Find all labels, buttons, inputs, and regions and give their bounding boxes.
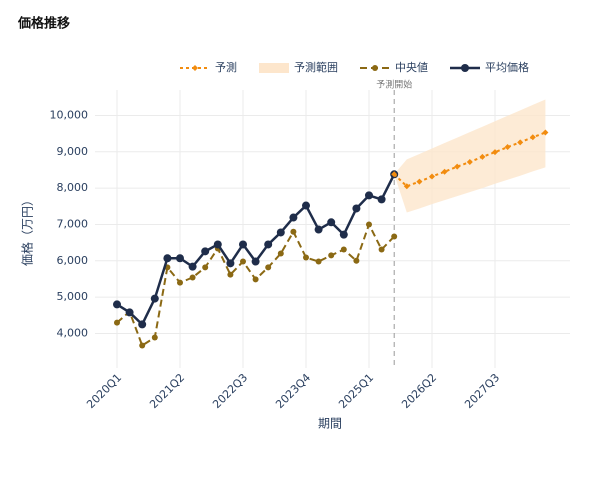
x-tick-label: 2021Q2 — [147, 371, 187, 411]
median-marker — [227, 271, 234, 278]
forecast-marker — [479, 153, 486, 160]
median-marker — [189, 274, 196, 281]
median-marker — [366, 221, 372, 228]
median-marker — [303, 254, 309, 261]
legend-label: 予測範囲 — [294, 60, 338, 74]
median-marker — [328, 252, 335, 259]
median-marker — [240, 258, 246, 265]
y-tick-label: 7,000 — [57, 217, 89, 230]
y-tick-label: 5,000 — [57, 290, 89, 303]
median-marker — [340, 246, 347, 253]
forecast-marker — [542, 129, 549, 136]
median-marker — [252, 276, 259, 283]
average-marker — [327, 218, 336, 227]
average-marker — [150, 294, 159, 303]
average-marker — [339, 230, 348, 239]
y-axis-label: 価格（万円） — [20, 194, 35, 266]
average-marker — [302, 201, 310, 210]
median-marker — [202, 264, 209, 271]
y-tick-label: 4,000 — [57, 326, 89, 339]
y-tick-label: 9,000 — [57, 145, 89, 158]
median-marker — [378, 246, 385, 253]
x-tick-label: 2026Q2 — [399, 371, 439, 411]
forecast-marker — [504, 144, 511, 151]
y-tick-label: 8,000 — [57, 181, 89, 194]
average-marker — [201, 247, 210, 256]
forecast-marker — [429, 173, 435, 180]
x-tick-label: 2025Q1 — [336, 371, 376, 411]
forecast-marker — [466, 158, 473, 165]
forecast-marker — [441, 168, 448, 175]
average-marker — [377, 195, 386, 204]
average-marker — [125, 308, 134, 317]
average-marker — [188, 262, 197, 271]
forecast-marker — [454, 163, 461, 170]
median-marker — [315, 258, 322, 265]
x-tick-label: 2022Q3 — [210, 371, 250, 411]
legend-marker — [192, 65, 198, 71]
median-marker — [265, 264, 272, 271]
legend-label: 予測 — [215, 60, 237, 74]
median-marker — [290, 228, 297, 235]
average-marker — [163, 254, 172, 263]
average-marker — [213, 240, 222, 249]
y-tick-label: 6,000 — [57, 254, 89, 267]
average-marker — [289, 213, 298, 222]
average-marker — [138, 320, 147, 329]
legend: 予測 予測範囲 中央値 平均価格 — [180, 60, 529, 74]
legend-label: 中央値 — [395, 61, 428, 74]
forecast-band — [394, 99, 546, 213]
legend-swatch — [259, 63, 289, 73]
average-marker — [314, 225, 323, 234]
average-marker — [113, 300, 121, 309]
x-tick-label: 2020Q1 — [84, 371, 124, 411]
forecast-marker — [492, 149, 498, 156]
median-marker — [114, 319, 120, 326]
average-marker — [276, 228, 285, 237]
forecast-marker — [391, 171, 398, 178]
forecast-marker — [416, 178, 423, 185]
median-marker — [177, 279, 183, 286]
forecast-marker — [529, 134, 536, 141]
average-marker — [251, 257, 260, 266]
chart-title: 価格推移 — [17, 16, 70, 32]
average-marker — [176, 254, 184, 263]
average-marker — [264, 240, 273, 249]
x-axis-label: 期間 — [318, 417, 342, 431]
x-tick-label: 2023Q4 — [273, 371, 313, 411]
median-marker — [151, 334, 158, 341]
median-marker — [139, 342, 146, 349]
legend-marker — [461, 64, 469, 72]
y-tick-label: 10,000 — [50, 108, 89, 121]
annotation: 予測開始 — [376, 79, 412, 91]
average-marker — [239, 240, 247, 249]
median-marker — [391, 233, 398, 240]
x-tick-label: 2027Q3 — [462, 371, 502, 411]
average-marker — [365, 191, 373, 200]
forecast-marker — [517, 139, 524, 146]
average-line — [116, 173, 396, 327]
average-marker — [352, 204, 361, 213]
legend-marker — [372, 65, 378, 71]
legend-label: 平均価格 — [485, 60, 529, 74]
average-marker — [226, 259, 235, 268]
median-marker — [277, 250, 284, 257]
median-marker — [353, 257, 360, 264]
forecast-marker — [403, 183, 410, 190]
